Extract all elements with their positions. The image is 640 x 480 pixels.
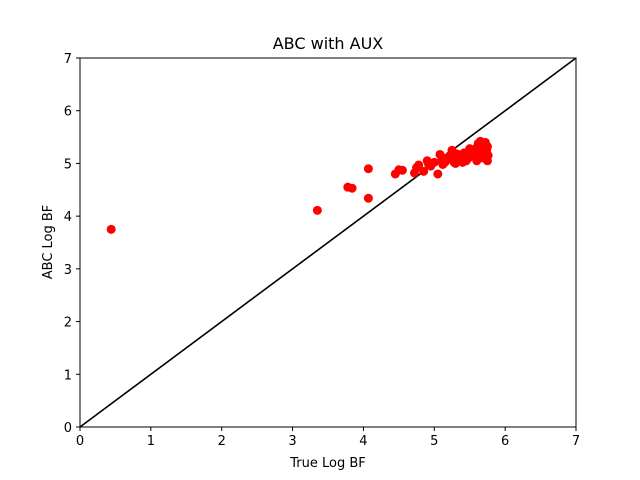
y-tick-label: 1 [64,368,72,383]
y-tick-label: 4 [64,210,72,225]
data-point [482,142,492,152]
data-point [414,160,424,170]
data-point [397,165,407,175]
x-axis-ticks: 0 1 2 3 4 5 6 7 [76,427,580,449]
data-point [363,193,373,203]
plot-area [79,57,577,428]
data-point [451,158,461,168]
plot-frame [79,57,577,428]
data-point [483,151,493,161]
data-point [419,166,429,176]
x-tick-label: 5 [430,434,438,449]
x-tick-label: 0 [76,434,84,449]
data-point [363,164,373,174]
y-axis-ticks: 0 1 2 3 4 5 6 7 [64,52,80,436]
y-tick-label: 0 [64,421,72,436]
y-tick-label: 6 [64,105,72,120]
y-tick-label: 2 [64,316,72,331]
reference-line [79,57,577,428]
data-point [433,169,443,179]
data-point [106,224,116,234]
data-point [472,156,482,166]
chart-title: ABC with AUX [273,34,384,53]
x-tick-label: 3 [288,434,296,449]
y-tick-label: 7 [64,52,72,67]
data-point [312,205,322,215]
x-tick-label: 7 [572,434,580,449]
data-point [440,157,450,167]
x-tick-label: 6 [501,434,509,449]
y-axis-label: ABC Log BF [41,205,56,280]
x-tick-label: 2 [218,434,226,449]
x-tick-label: 1 [147,434,155,449]
data-point [347,183,357,193]
y-tick-label: 5 [64,157,72,172]
data-point [461,156,471,166]
x-axis-label: True Log BF [289,456,366,471]
x-tick-label: 4 [359,434,367,449]
y-tick-label: 3 [64,263,72,278]
data-point [426,161,436,171]
